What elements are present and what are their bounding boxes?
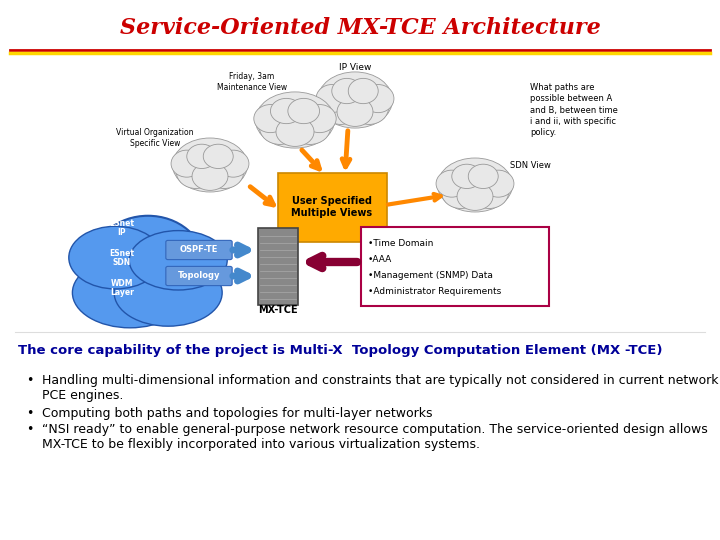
- FancyBboxPatch shape: [166, 266, 232, 286]
- FancyBboxPatch shape: [278, 173, 387, 241]
- Text: •AAA: •AAA: [368, 254, 392, 264]
- Text: What paths are
possible between A
and B, between time
i and ii, with specific
po: What paths are possible between A and B,…: [530, 83, 618, 137]
- Ellipse shape: [69, 226, 163, 289]
- Ellipse shape: [73, 258, 188, 328]
- Ellipse shape: [256, 92, 335, 148]
- Ellipse shape: [92, 216, 204, 310]
- Ellipse shape: [451, 164, 482, 188]
- FancyBboxPatch shape: [166, 240, 232, 260]
- Ellipse shape: [457, 183, 493, 211]
- Text: •: •: [27, 423, 34, 436]
- Ellipse shape: [276, 117, 314, 146]
- Ellipse shape: [203, 144, 233, 168]
- Ellipse shape: [436, 170, 467, 197]
- Ellipse shape: [204, 155, 243, 188]
- Text: ESnet
SDN: ESnet SDN: [109, 248, 135, 267]
- FancyBboxPatch shape: [361, 227, 549, 306]
- Ellipse shape: [316, 85, 348, 113]
- Ellipse shape: [469, 175, 509, 208]
- Ellipse shape: [321, 90, 360, 124]
- Ellipse shape: [288, 98, 320, 124]
- Text: •Administrator Requirements: •Administrator Requirements: [368, 287, 501, 295]
- Ellipse shape: [482, 170, 514, 197]
- Text: OSPF-TE: OSPF-TE: [180, 246, 218, 254]
- Ellipse shape: [259, 110, 300, 144]
- Ellipse shape: [318, 72, 392, 128]
- Ellipse shape: [176, 155, 215, 188]
- Ellipse shape: [217, 150, 249, 177]
- Text: IP View: IP View: [339, 64, 372, 72]
- Text: WDM
Layer: WDM Layer: [110, 279, 134, 298]
- Text: “NSI ready” to enable general-purpose network resource computation. The service-: “NSI ready” to enable general-purpose ne…: [42, 423, 708, 451]
- Text: Virtual Organization
Specific View: Virtual Organization Specific View: [116, 129, 194, 148]
- Ellipse shape: [332, 78, 361, 104]
- Text: •: •: [27, 407, 34, 420]
- Ellipse shape: [271, 98, 302, 124]
- Text: •Management (SNMP) Data: •Management (SNMP) Data: [368, 271, 493, 280]
- Ellipse shape: [337, 97, 373, 126]
- Text: SDN View: SDN View: [510, 160, 551, 170]
- Ellipse shape: [173, 138, 248, 192]
- Text: Friday, 3am
Maintenance View: Friday, 3am Maintenance View: [217, 72, 287, 92]
- Text: Computing both paths and topologies for multi-layer networks: Computing both paths and topologies for …: [42, 407, 433, 420]
- Ellipse shape: [130, 231, 228, 290]
- Text: Handling multi-dimensional information and constraints that are typically not co: Handling multi-dimensional information a…: [42, 374, 719, 402]
- Ellipse shape: [438, 158, 513, 212]
- Text: Topology: Topology: [178, 272, 220, 280]
- Ellipse shape: [303, 105, 336, 133]
- Text: MX-TCE: MX-TCE: [258, 305, 298, 315]
- Text: The core capability of the project is Multi-X  Topology Computation Element (MX : The core capability of the project is Mu…: [18, 344, 662, 357]
- Ellipse shape: [289, 110, 330, 144]
- Ellipse shape: [362, 85, 394, 113]
- Ellipse shape: [348, 78, 378, 104]
- Ellipse shape: [186, 144, 217, 168]
- Text: Service-Oriented MX-TCE Architecture: Service-Oriented MX-TCE Architecture: [120, 17, 600, 39]
- Ellipse shape: [468, 164, 498, 188]
- Text: •Time Domain: •Time Domain: [368, 239, 433, 247]
- Ellipse shape: [350, 90, 389, 124]
- Ellipse shape: [441, 175, 480, 208]
- Text: •: •: [27, 374, 34, 387]
- Text: User Specified
Multiple Views: User Specified Multiple Views: [292, 196, 372, 218]
- Ellipse shape: [254, 105, 287, 133]
- Ellipse shape: [114, 259, 222, 326]
- Ellipse shape: [171, 150, 202, 177]
- Text: ESnet
IP: ESnet IP: [109, 219, 135, 238]
- Ellipse shape: [192, 163, 228, 191]
- FancyBboxPatch shape: [258, 228, 298, 305]
